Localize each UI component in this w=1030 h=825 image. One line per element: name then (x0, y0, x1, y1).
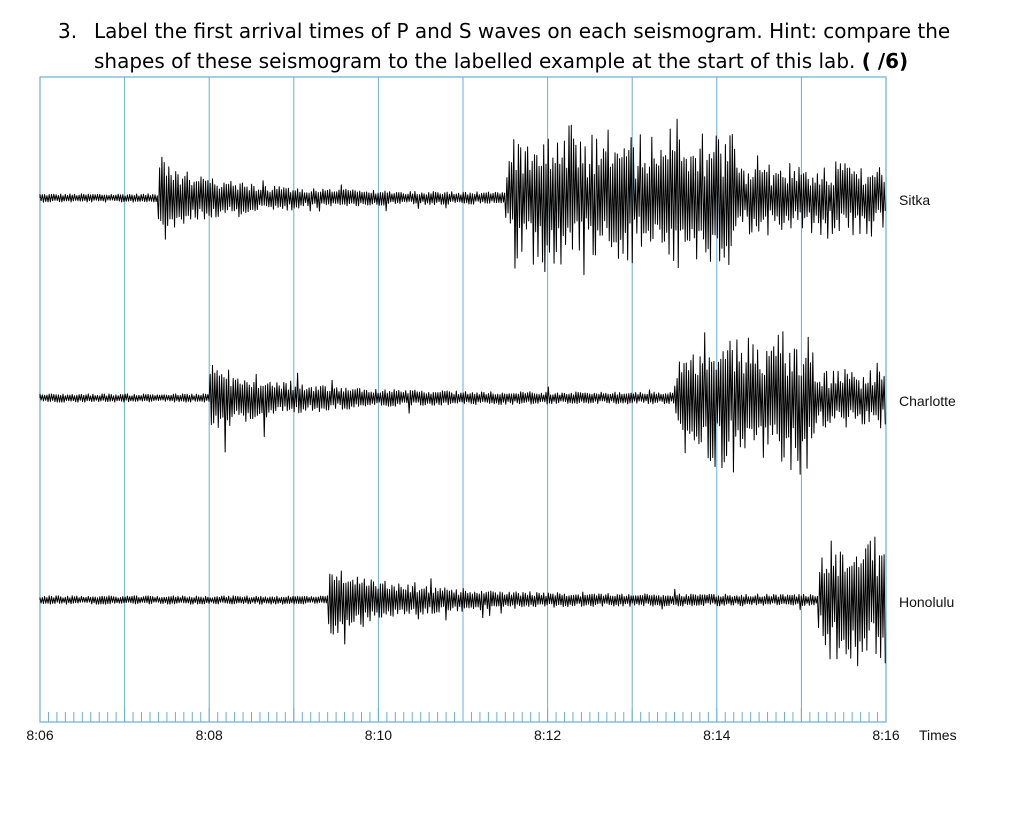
question-points: ( /6) (861, 49, 909, 73)
question-text-line-2-body: shapes of these seismogram to the labell… (94, 49, 856, 73)
x-tick-label: 8:10 (365, 727, 392, 743)
seismogram-trace-sitka (39, 118, 886, 276)
question-text-line-2: shapes of these seismogram to the labell… (94, 46, 908, 76)
seismogram-trace-honolulu (39, 536, 886, 667)
question-text-line-1: Label the first arrival times of P and S… (94, 19, 951, 43)
x-tick-label: 8:14 (703, 727, 730, 743)
x-tick-label: 8:08 (196, 727, 223, 743)
station-label-charlotte: Charlotte (899, 393, 956, 409)
station-label-sitka: Sitka (899, 192, 930, 208)
x-tick-label: 8:16 (872, 727, 899, 743)
question-number: 3. (58, 19, 78, 43)
x-tick-label: 8:12 (534, 727, 561, 743)
seismogram-trace-charlotte (39, 331, 886, 475)
x-tick-label: 8:06 (26, 727, 53, 743)
station-label-honolulu: Honolulu (899, 594, 954, 610)
x-unit-label: Times (919, 727, 957, 743)
